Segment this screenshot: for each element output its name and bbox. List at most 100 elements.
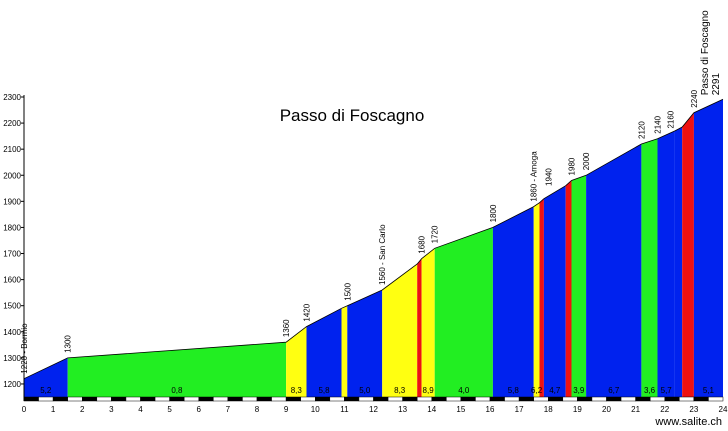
km-bar-cell [446, 396, 462, 402]
profile-segment-7 [382, 264, 418, 397]
altitude-point-label: 1940 [544, 168, 553, 186]
km-bar-cell [140, 396, 156, 402]
profile-segment-19 [657, 130, 675, 397]
x-tick-label: 2 [80, 405, 85, 414]
km-bar-cell [169, 396, 185, 402]
km-bar-cell [577, 396, 593, 402]
altitude-point-label: 2160 [667, 110, 676, 128]
km-bar-cell [416, 396, 432, 402]
altitude-point-label: 2120 [637, 121, 646, 139]
summit-label: Passo di Foscagno [700, 10, 711, 95]
km-bar-cell [96, 396, 112, 402]
y-tick-label: 1900 [3, 197, 21, 206]
y-tick-label: 2100 [3, 145, 21, 154]
altitude-point-label: 1300 [64, 335, 73, 353]
x-tick-label: 21 [631, 405, 640, 414]
y-tick-label: 1800 [3, 223, 21, 232]
profile-segment-15 [565, 180, 572, 397]
km-bar-cell [606, 396, 622, 402]
grade-label: 3,9 [573, 386, 585, 395]
profile-segment-18 [641, 138, 658, 397]
km-bar-cell [329, 396, 345, 402]
altitude-point-label: 1800 [489, 204, 498, 222]
altitude-point-label: 1360 [282, 319, 291, 337]
km-bar-cell [402, 396, 418, 402]
x-tick-label: 14 [427, 405, 436, 414]
km-bar-cell [635, 396, 651, 402]
altitude-point-label: 1500 [343, 282, 352, 300]
y-tick-label: 1200 [3, 380, 21, 389]
grade-label: 3,6 [644, 386, 656, 395]
km-bar-cell [23, 396, 39, 402]
y-tick-label: 1700 [3, 250, 21, 259]
km-bar-cell [154, 396, 170, 402]
profile-segment-4 [306, 308, 342, 397]
grade-label: 4,0 [458, 386, 470, 395]
y-tick-label: 2200 [3, 119, 21, 128]
y-tick-label: 1500 [3, 302, 21, 311]
km-bar-cell [708, 396, 724, 402]
profile-segment-11 [492, 206, 534, 397]
km-bar-cell [198, 396, 214, 402]
km-bar-cell [431, 396, 447, 402]
profile-segment-2 [67, 342, 287, 397]
x-tick-label: 24 [719, 405, 728, 414]
km-bar-cell [504, 396, 520, 402]
x-tick-label: 15 [456, 405, 465, 414]
x-tick-label: 5 [167, 405, 172, 414]
km-bar-cell [227, 396, 243, 402]
profile-fill-layer [23, 98, 724, 398]
profile-segment-17 [586, 144, 642, 397]
x-tick-label: 1 [51, 405, 56, 414]
x-tick-label: 7 [226, 405, 231, 414]
km-bar-cell [664, 396, 680, 402]
km-bar-cell [373, 396, 389, 402]
grade-label: 5,8 [318, 386, 330, 395]
altitude-point-label: 1720 [431, 225, 440, 243]
altitude-point-label: 1220 - Bormio [20, 323, 29, 374]
grade-label: 8,9 [423, 386, 435, 395]
grade-label: 0,8 [171, 386, 183, 395]
grade-label: 5,7 [661, 386, 673, 395]
x-tick-label: 3 [109, 405, 114, 414]
x-tick-label: 19 [573, 405, 582, 414]
km-bar-cell [300, 396, 316, 402]
altitude-point-label: 2140 [654, 115, 663, 133]
grade-label-layer: 5,2 0,8 8,3 5,8 5,0 8,3 8,9 4,0 5,8 6,2 4,7 3,9 6,7 3… [40, 386, 714, 395]
km-bar-cell [387, 396, 403, 402]
grade-label: 6,7 [608, 386, 620, 395]
profile-segment-3 [286, 326, 307, 397]
km-bar-cell [693, 396, 709, 402]
km-bar-cell [315, 396, 331, 402]
altitude-point-label: 1860 - Arnoga [530, 151, 539, 202]
watermark: www.salite.ch [654, 416, 722, 428]
x-tick-label: 17 [515, 405, 524, 414]
x-tick-label: 8 [255, 405, 260, 414]
km-bar-cell [562, 396, 578, 402]
km-bar-cell [67, 396, 83, 402]
altitude-point-label: 1680 [418, 235, 427, 253]
x-tick-label: 18 [544, 405, 553, 414]
km-bar-cell [548, 396, 564, 402]
km-bar-cell [358, 396, 374, 402]
profile-segment-16 [571, 175, 587, 397]
km-bar-cell [285, 396, 301, 402]
km-bar-cell [533, 396, 549, 402]
km-bar-cell [591, 396, 607, 402]
profile-segment-20 [674, 127, 683, 397]
profile-segment-8 [417, 258, 422, 397]
km-bar-cell [213, 396, 229, 402]
profile-segment-9 [421, 248, 435, 397]
profile-outline [23, 98, 724, 380]
altitude-point-label: 1560 - San Carlo [378, 224, 387, 285]
km-bar-cell [242, 396, 258, 402]
x-tick-label: 9 [284, 405, 289, 414]
km-bar-cell [271, 396, 287, 402]
km-bar-cell [256, 396, 272, 402]
altitude-point-label: 2240 [690, 89, 699, 107]
y-tick-label: 2300 [3, 93, 21, 102]
altitude-point-label: 2000 [582, 152, 591, 170]
km-bar-cell [125, 396, 141, 402]
x-tick-label: 0 [22, 405, 27, 414]
x-tick-label: 23 [689, 405, 698, 414]
